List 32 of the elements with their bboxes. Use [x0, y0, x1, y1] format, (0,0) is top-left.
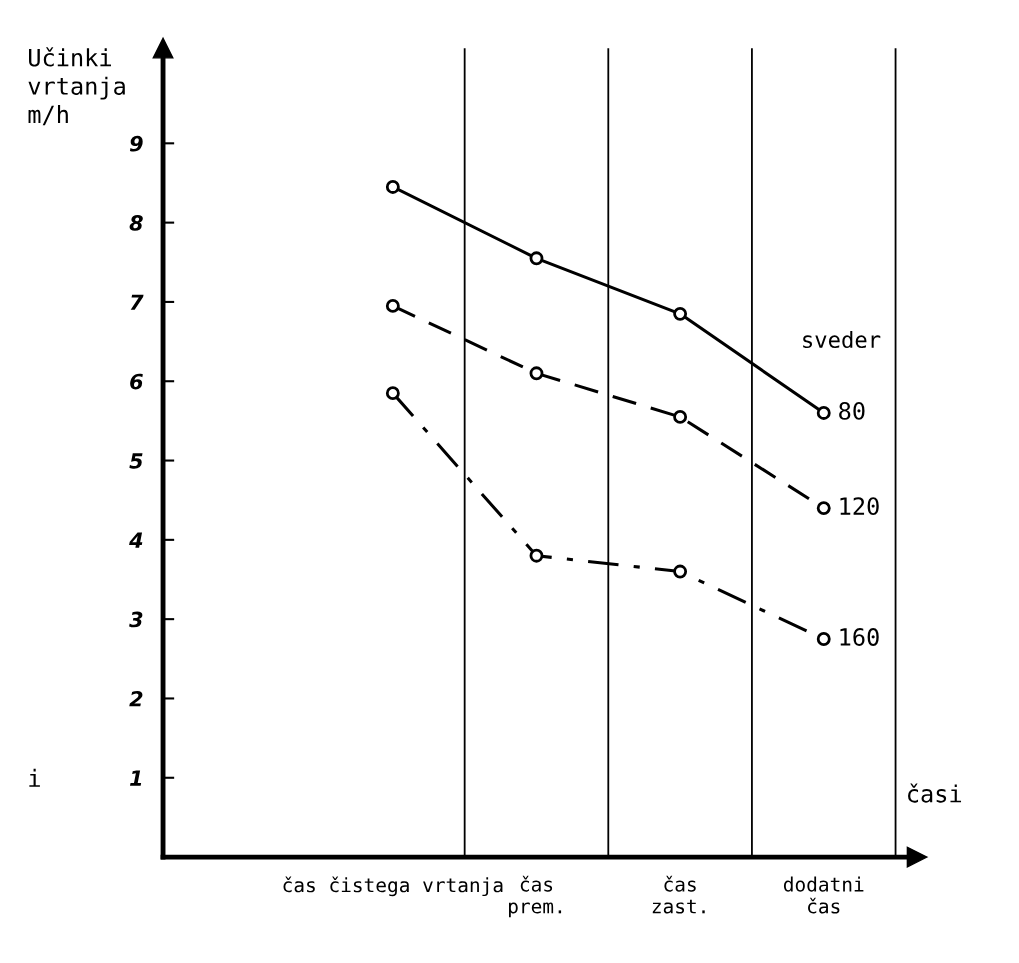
series-label: 120 — [840, 497, 879, 516]
point — [529, 548, 544, 563]
y-tick-label: 8 — [129, 215, 143, 231]
y-tick-label: 6 — [130, 373, 143, 390]
y-tick-label: 5 — [129, 453, 143, 469]
annotation: sveder — [803, 330, 881, 349]
y-tick-label: 3 — [129, 611, 143, 628]
point — [385, 179, 400, 194]
text: i — [29, 768, 40, 787]
series-label: 160 — [840, 628, 879, 646]
point — [816, 501, 831, 516]
point — [385, 298, 400, 313]
y-tick-label: 1 — [130, 770, 142, 786]
point — [529, 366, 544, 381]
x-tick-label: dodatni čas — [783, 876, 864, 914]
point — [673, 564, 688, 579]
y-tick-label: 7 — [130, 294, 144, 310]
point — [673, 306, 688, 321]
x-tick-label: čas čistega vrtanja — [283, 876, 503, 897]
y-tick-label: 4 — [129, 532, 143, 548]
x-axis-title: časi — [908, 783, 962, 803]
y-axis-title: Učinki vrtanja m/h — [28, 47, 125, 126]
y-tick-label: 9 — [129, 135, 143, 152]
point — [816, 406, 831, 420]
series-label: 80 — [839, 402, 865, 420]
point — [816, 632, 831, 646]
point — [529, 251, 544, 266]
y-tick-label: 2 — [129, 690, 143, 707]
x-tick-label: čas prem. — [509, 875, 562, 918]
point — [385, 386, 400, 401]
x-tick-label: čas zast. — [652, 875, 705, 914]
point — [673, 409, 688, 424]
